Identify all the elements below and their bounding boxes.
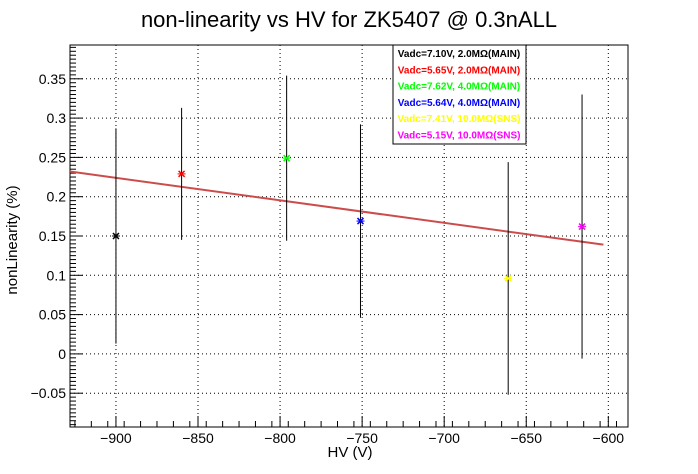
legend-entry: Vadc=7.62V, 4.0MΩ(MAIN) [398, 82, 520, 93]
data-points [111, 75, 587, 395]
chart-title: non-linearity vs HV for ZK5407 @ 0.3nALL [141, 7, 557, 32]
y-tick-label: 0.2 [47, 189, 67, 205]
legend-entry: Vadc=5.64V, 4.0MΩ(MAIN) [398, 98, 520, 109]
legend-entry: Vadc=7.10V, 2.0MΩ(MAIN) [398, 49, 520, 60]
x-tick-labels: −900 −850 −800 −750 −700 −650 −600 [100, 430, 624, 446]
x-tick-label: −600 [593, 430, 625, 446]
y-tick-label: 0.1 [47, 267, 67, 283]
fit-line-group [69, 170, 604, 246]
legend-box [392, 44, 527, 145]
x-tick-label: −700 [428, 430, 460, 446]
y-tick-label: 0.35 [39, 71, 66, 87]
y-tick-label: −0.05 [31, 385, 67, 401]
axis-ticks [70, 46, 618, 427]
data-point-1 [111, 128, 120, 344]
y-tick-label: 0.3 [47, 110, 67, 126]
data-point-5 [504, 162, 513, 395]
y-tick-label: 0.15 [39, 228, 66, 244]
data-point-2 [177, 107, 186, 240]
data-point-3 [282, 75, 291, 241]
x-tick-label: −800 [264, 430, 296, 446]
legend-entry: Vadc=7.41V, 10.0MΩ(SNS) [398, 114, 521, 125]
y-tick-label: 0.05 [39, 307, 66, 323]
x-tick-label: −900 [100, 430, 132, 446]
y-tick-label: 0.25 [39, 149, 66, 165]
y-tick-label: 0 [58, 346, 66, 362]
x-axis-label: HV (V) [328, 444, 373, 461]
data-point-6 [578, 94, 587, 359]
x-tick-label: −650 [510, 430, 542, 446]
legend-entry: Vadc=5.65V, 2.0MΩ(MAIN) [398, 65, 520, 76]
y-tick-labels: −0.05 0 0.05 0.1 0.15 0.2 0.25 0.3 0.35 [31, 71, 67, 401]
y-axis-label: nonLinearity (%) [4, 185, 21, 294]
legend: Vadc=7.10V, 2.0MΩ(MAIN) Vadc=5.65V, 2.0MΩ… [392, 44, 527, 145]
x-tick-label: −750 [346, 430, 378, 446]
data-point-4 [356, 124, 365, 318]
x-tick-label: −850 [182, 430, 214, 446]
fit-line [69, 170, 604, 246]
legend-entry: Vadc=5.15V, 10.0MΩ(SNS) [398, 131, 521, 142]
